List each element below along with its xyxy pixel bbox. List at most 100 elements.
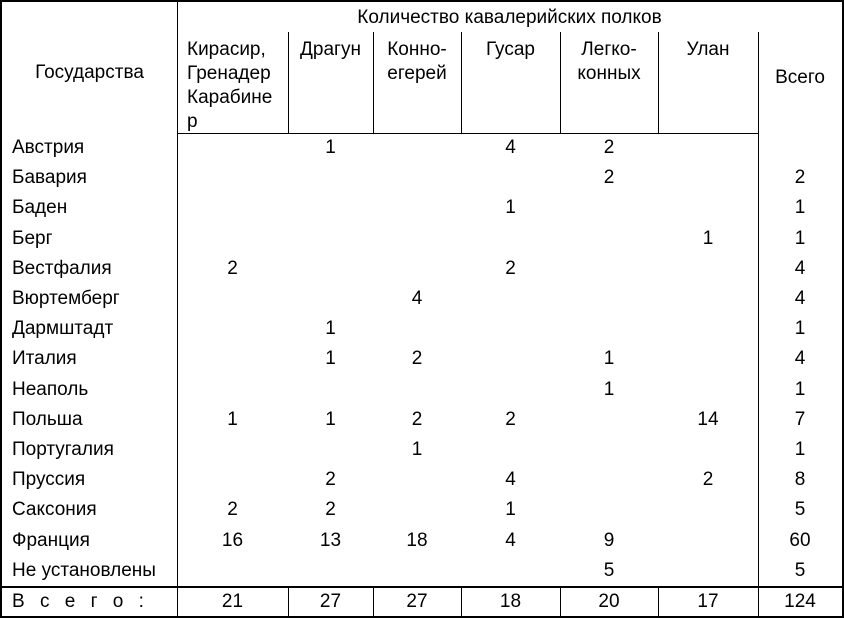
table-row: Пруссия 2 4 2 8	[2, 465, 842, 495]
value-cell: 1	[505, 499, 516, 521]
divider-header-2	[373, 32, 374, 133]
state-label: Саксония	[12, 499, 97, 521]
column-header-konno-egerej: Конно- егерей	[387, 39, 447, 84]
table-row: Дармштадт 1 1	[2, 314, 842, 344]
state-label: Португалия	[12, 438, 114, 460]
table-row: Неаполь 1 1	[2, 375, 842, 405]
value-cell: 5	[794, 499, 806, 521]
table-title: Количество кавалерийских полков	[357, 6, 662, 28]
table-row: Саксония 2 2 1 5	[2, 495, 842, 525]
value-cell: 1	[325, 318, 336, 340]
value-cell: 1	[603, 378, 615, 400]
state-label: Баден	[12, 197, 68, 219]
state-label: Италия	[12, 348, 77, 370]
value-cell: 4	[794, 257, 806, 279]
table-body: Австрия 1 4 2 Бавария 2 2 Баден 1 1 Берг 1 1 Вестфали…	[2, 133, 842, 586]
divider-footer-1	[288, 588, 289, 616]
table-row: Вестфалия 2 2 4	[2, 254, 842, 284]
value-cell: 2	[505, 257, 516, 279]
state-label: Вестфалия	[12, 257, 112, 279]
column-header-ulan: Улан	[686, 39, 730, 60]
total-dragun: 27	[319, 591, 342, 612]
value-cell: 1	[325, 137, 336, 159]
state-label: Пруссия	[12, 469, 86, 491]
state-label: Берг	[12, 227, 53, 249]
state-label: Австрия	[12, 137, 85, 159]
value-cell: 2	[794, 167, 806, 189]
value-cell: 1	[227, 408, 238, 430]
value-cell: 1	[603, 348, 615, 370]
state-label: Польша	[12, 408, 83, 430]
value-cell: 2	[325, 499, 336, 521]
table-row: Вюртемберг 4 4	[2, 284, 842, 314]
value-cell: 60	[789, 529, 811, 551]
value-cell: 2	[325, 469, 336, 491]
table-row: Австрия 1 4 2	[2, 133, 842, 163]
divider-footer-3	[461, 588, 462, 616]
total-vsego: 124	[784, 591, 816, 612]
value-cell: 4	[505, 469, 516, 491]
value-cell: 9	[603, 529, 615, 551]
value-cell: 1	[505, 197, 516, 219]
value-cell: 2	[411, 408, 423, 430]
divider-vsego-column	[758, 32, 759, 616]
divider-header-5	[658, 32, 659, 133]
totals-row: В с е г о : 21 27 27 18 20 17 124	[2, 586, 842, 616]
value-cell: 2	[227, 257, 238, 279]
table-row: Польша 1 1 2 2 14 7	[2, 405, 842, 435]
total-gusar: 18	[499, 591, 522, 612]
column-header-vsego: Всего	[775, 66, 825, 88]
column-header-kirasir: Кирасир, Гренадер Карабине р	[187, 39, 273, 132]
divider-header-4	[560, 32, 561, 133]
table-row: Не установлены 5 5	[2, 556, 842, 586]
value-cell: 8	[794, 469, 806, 491]
value-cell: 14	[697, 408, 719, 430]
value-cell: 1	[794, 227, 806, 249]
table-row: Италия 1 2 1 4	[2, 344, 842, 374]
divider-states-column	[177, 2, 178, 616]
table-row: Франция 16 13 18 4 9 60	[2, 525, 842, 555]
value-cell: 1	[325, 348, 336, 370]
states-column-header: Государства	[35, 61, 144, 83]
value-cell: 1	[411, 438, 423, 460]
total-kirasir: 21	[221, 591, 244, 612]
state-label: Дармштадт	[12, 318, 114, 340]
table-row: Португалия 1 1	[2, 435, 842, 465]
value-cell: 4	[505, 529, 516, 551]
table-row: Баден 1 1	[2, 193, 842, 223]
value-cell: 1	[325, 408, 336, 430]
value-cell: 18	[406, 529, 428, 551]
table-row: Берг 1 1	[2, 224, 842, 254]
table-row: Бавария 2 2	[2, 163, 842, 193]
value-cell: 5	[603, 559, 615, 581]
value-cell: 2	[702, 469, 714, 491]
value-cell: 13	[319, 529, 342, 551]
divider-header-3	[461, 32, 462, 133]
value-cell: 2	[603, 137, 615, 159]
divider-footer-4	[560, 588, 561, 616]
value-cell: 5	[794, 559, 806, 581]
value-cell: 1	[794, 378, 806, 400]
value-cell: 4	[794, 348, 806, 370]
state-label: Бавария	[12, 167, 87, 189]
state-label: Вюртемберг	[12, 288, 120, 310]
value-cell: 7	[794, 408, 806, 430]
totals-label: В с е г о :	[12, 591, 149, 612]
total-konno-egerej: 27	[406, 591, 428, 612]
state-label: Не установлены	[12, 559, 156, 581]
state-label: Неаполь	[12, 378, 89, 400]
value-cell: 2	[505, 408, 516, 430]
value-cell: 16	[221, 529, 244, 551]
divider-footer-2	[373, 588, 374, 616]
value-cell: 2	[603, 167, 615, 189]
divider-header-1	[288, 32, 289, 133]
value-cell: 4	[411, 288, 423, 310]
value-cell: 1	[794, 197, 806, 219]
value-cell: 2	[411, 348, 423, 370]
state-label: Франция	[12, 529, 90, 551]
column-header-legko-konnyh: Легко- конных	[577, 39, 641, 84]
value-cell: 1	[794, 318, 806, 340]
value-cell: 1	[794, 438, 806, 460]
value-cell: 4	[794, 288, 806, 310]
